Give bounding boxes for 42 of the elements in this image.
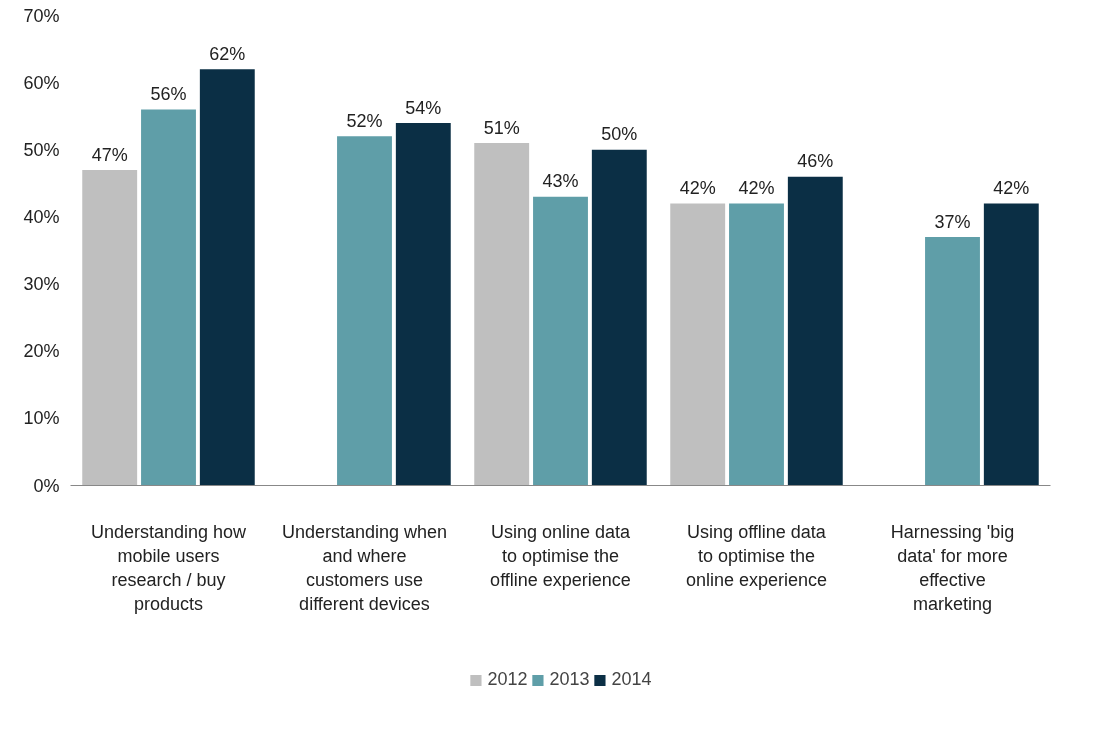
data-label: 51% [483, 117, 520, 138]
bar [787, 176, 843, 486]
data-label: 50% [601, 124, 638, 145]
data-label: 43% [542, 171, 579, 192]
bar [199, 69, 255, 486]
x-tick-label: Understanding how mobile users research / buy products [90, 521, 248, 614]
y-tick-label: 40% [23, 206, 60, 227]
y-tick-label: 30% [23, 274, 60, 295]
x-tick-label: Harnessing 'big data' for more effective marketing [890, 521, 1015, 614]
bar [533, 196, 588, 486]
y-tick-label: 70% [23, 5, 60, 26]
data-label: 56% [150, 84, 187, 105]
bar [591, 149, 647, 486]
bar [82, 169, 138, 486]
data-label: 42% [993, 178, 1030, 199]
data-label: 37% [934, 211, 971, 232]
legend-label: 2014 [611, 669, 652, 690]
data-label: 47% [91, 144, 128, 165]
bar [337, 136, 392, 486]
x-tick-label: Understanding when and where customers use different devices [281, 521, 448, 614]
x-tick-label: Using online data to optimise the offline experience [490, 521, 632, 590]
bar [395, 122, 451, 486]
y-tick-label: 20% [23, 341, 60, 362]
bar [474, 143, 530, 486]
bar [729, 203, 784, 486]
data-label: 42% [679, 178, 716, 199]
bar [141, 109, 196, 486]
bar [925, 237, 980, 486]
y-tick-label: 50% [23, 139, 60, 160]
y-tick-label: 60% [23, 72, 60, 93]
data-label: 42% [738, 178, 775, 199]
y-tick-label: 10% [23, 408, 60, 429]
legend-label: 2012 [487, 669, 528, 690]
data-label: 62% [209, 43, 246, 64]
y-tick-label: 0% [33, 475, 60, 496]
data-label: 46% [797, 151, 834, 172]
x-tick-label: Using offline data to optimise the online experience [685, 521, 828, 590]
data-label: 54% [405, 97, 442, 118]
data-label: 52% [346, 110, 383, 131]
bar [670, 203, 726, 486]
bar [983, 203, 1039, 486]
legend-label: 2013 [549, 669, 590, 690]
